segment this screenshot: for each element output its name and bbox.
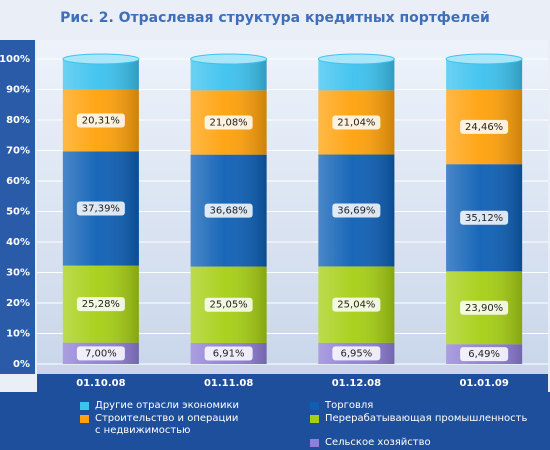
chart-svg: Рис. 2. Отраслевая структура кредитных п…: [0, 10, 548, 392]
bar-cap: [445, 53, 523, 65]
y-tick-label: 90%: [6, 85, 30, 96]
value-label-box: [332, 346, 381, 361]
value-label: 23,90%: [465, 303, 503, 314]
value-label-box: [332, 203, 381, 218]
legend-item: Строительство и операции с недвижимостью: [80, 413, 310, 438]
legend-label: Перерабатывающая промышленность: [325, 412, 528, 424]
value-label: 36,68%: [210, 206, 248, 217]
value-label-box: [204, 115, 253, 130]
x-tick-label: 01.10.08: [76, 378, 125, 389]
legend-label: Сельское хозяйство: [325, 437, 431, 449]
legend-label: Другие отрасли экономики: [95, 400, 240, 411]
y-tick-label: 60%: [6, 176, 30, 187]
y-tick-label: 70%: [6, 146, 30, 157]
legend-item: Другие отрасли экономики: [80, 400, 310, 413]
value-label-box: [460, 300, 509, 315]
value-label-box: [460, 347, 509, 362]
legend-swatch: [310, 402, 319, 410]
y-tick-label: 0%: [13, 359, 30, 370]
legend-item: Перерабатывающая промышленность: [310, 413, 550, 438]
legend-label: Торговля: [325, 400, 374, 411]
legend-swatch: [80, 402, 89, 410]
value-label: 20,31%: [82, 116, 120, 127]
legend-item: Сельское хозяйство: [310, 437, 550, 450]
x-tick-label: 01.01.09: [459, 378, 508, 389]
value-label-box: [76, 297, 125, 312]
y-tick-label: 100%: [0, 54, 30, 65]
x-axis-band: [37, 374, 548, 392]
value-label: 25,28%: [82, 299, 120, 310]
value-label-box: [460, 210, 509, 225]
y-tick-label: 10%: [6, 329, 30, 340]
value-label: 25,04%: [337, 300, 375, 311]
bar-cap: [62, 53, 140, 65]
value-label: 21,08%: [210, 118, 248, 129]
y-tick-label: 40%: [6, 237, 30, 248]
legend-swatch: [310, 414, 319, 423]
legend-item: Торговля: [310, 400, 550, 413]
value-label: 6,91%: [213, 348, 245, 359]
y-tick-label: 30%: [6, 268, 30, 279]
legend-swatch: [310, 439, 319, 448]
value-label: 24,46%: [465, 122, 503, 133]
x-tick-label: 01.12.08: [332, 378, 381, 389]
bar-cap: [190, 53, 268, 65]
value-label-box: [332, 115, 381, 130]
value-label: 25,05%: [210, 300, 248, 311]
bar-cap: [317, 53, 395, 65]
value-label: 6,95%: [340, 348, 372, 359]
y-tick-label: 80%: [6, 115, 30, 126]
value-label: 35,12%: [465, 213, 503, 224]
y-tick-label: 50%: [6, 207, 30, 218]
chart-title: Рис. 2. Отраслевая структура кредитных п…: [60, 10, 490, 26]
value-label-box: [76, 201, 125, 216]
value-label: 6,49%: [468, 349, 500, 360]
value-label-box: [76, 113, 125, 128]
legend-swatch: [80, 414, 89, 423]
legend: Другие отрасли экономики Торговля Строител…: [0, 392, 550, 450]
legend-item: [80, 437, 310, 450]
value-label-box: [76, 346, 125, 361]
value-label-box: [460, 119, 509, 134]
y-axis-band: [0, 40, 35, 374]
value-label-box: [332, 297, 381, 312]
value-label-box: [204, 297, 253, 312]
value-label: 37,39%: [82, 204, 120, 215]
value-label-box: [204, 346, 253, 361]
value-label: 36,69%: [337, 205, 375, 216]
value-label-box: [204, 203, 253, 218]
value-label: 21,04%: [337, 117, 375, 128]
x-tick-label: 01.11.08: [204, 378, 253, 389]
value-label: 7,00%: [85, 348, 117, 359]
legend-label: Строительство и операции с недвижимостью: [95, 412, 239, 436]
y-tick-label: 20%: [6, 298, 30, 309]
